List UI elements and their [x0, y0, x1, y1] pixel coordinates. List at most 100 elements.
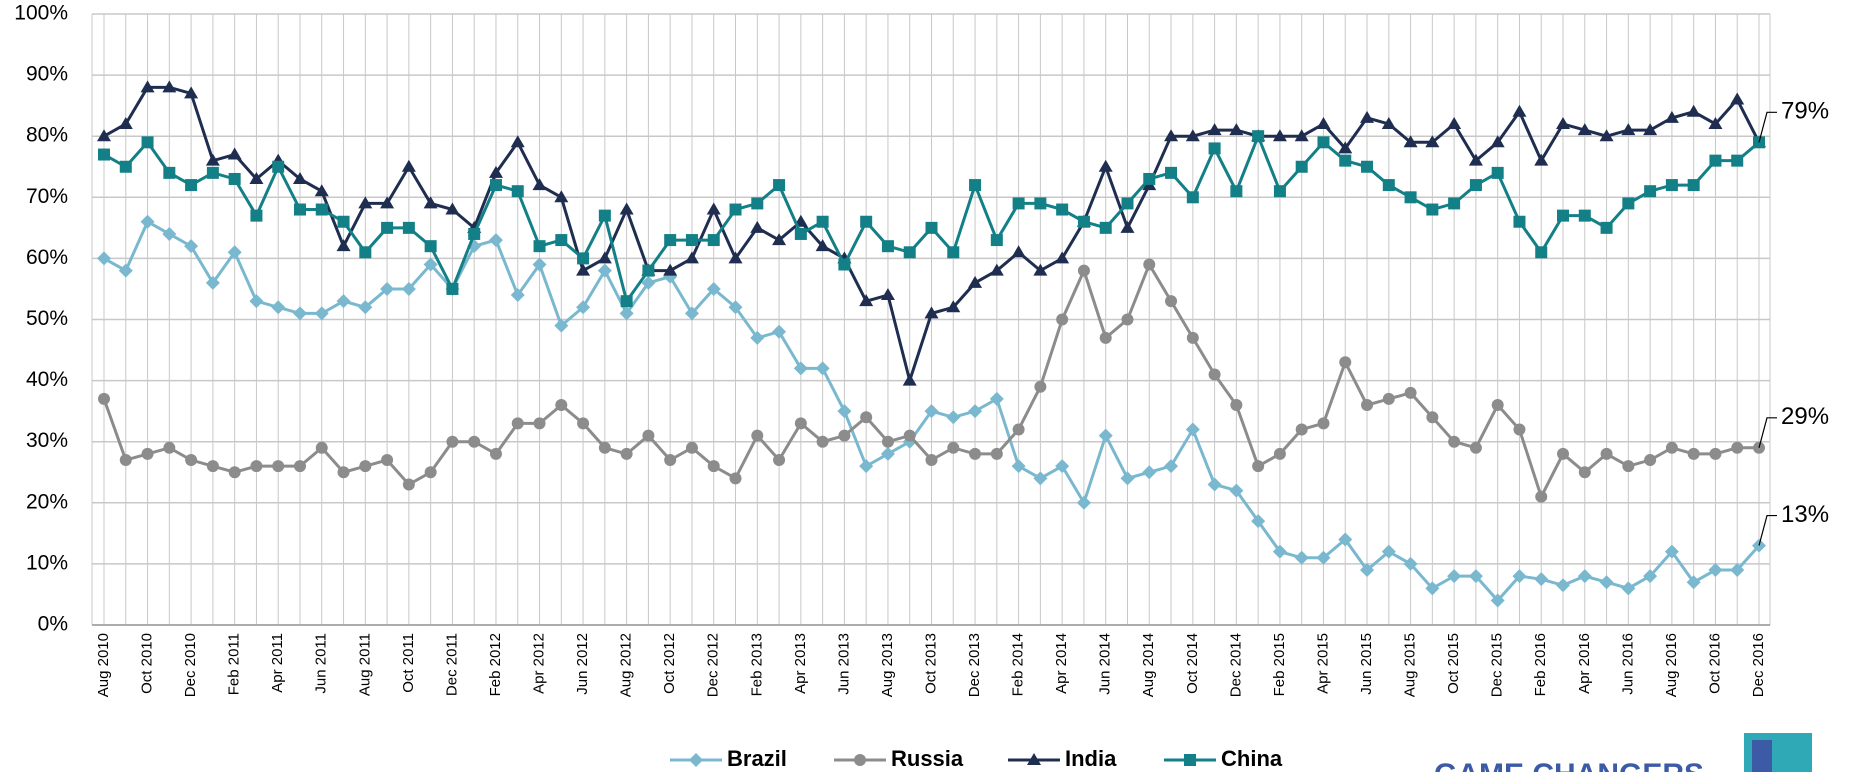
data-point — [1469, 179, 1482, 192]
data-point — [185, 454, 198, 467]
data-point — [1317, 417, 1330, 430]
data-point — [751, 429, 764, 442]
data-point — [1121, 313, 1134, 326]
data-point — [489, 179, 502, 192]
data-point — [990, 234, 1003, 247]
data-point — [1208, 368, 1221, 381]
data-point — [1033, 263, 1048, 276]
data-point — [1361, 160, 1374, 173]
data-point — [402, 221, 415, 234]
data-point — [446, 282, 459, 295]
data-point — [1469, 441, 1482, 454]
data-point — [1381, 544, 1396, 559]
data-point — [424, 466, 437, 479]
data-point — [664, 454, 677, 467]
data-point — [685, 441, 698, 454]
data-point — [359, 246, 372, 259]
data-point — [141, 447, 154, 460]
data-point — [380, 196, 395, 209]
data-point — [1708, 116, 1723, 129]
data-point — [773, 454, 786, 467]
x-tick-label: Dec 2016 — [1750, 633, 1767, 697]
data-point — [162, 226, 177, 241]
data-point — [1426, 203, 1439, 216]
data-point — [532, 257, 547, 272]
data-point — [423, 257, 438, 272]
data-point — [1490, 135, 1505, 148]
data-point — [97, 251, 111, 266]
data-point — [555, 234, 568, 247]
label-leader — [1758, 111, 1777, 143]
data-point — [1730, 92, 1745, 105]
data-point — [380, 281, 395, 296]
legend-marker — [854, 754, 866, 766]
data-point — [1382, 179, 1395, 192]
data-point — [336, 239, 351, 252]
data-point — [1403, 135, 1418, 148]
data-point — [511, 417, 524, 430]
data-point — [924, 306, 939, 319]
y-tick-label: 30% — [26, 429, 68, 452]
x-tick-label: Dec 2010 — [182, 633, 199, 697]
data-point — [1077, 264, 1090, 277]
data-point — [118, 116, 133, 129]
x-tick-label: Jun 2014 — [1097, 633, 1114, 695]
data-point — [315, 441, 328, 454]
data-point — [1534, 572, 1549, 587]
logo-text: GAME CHANGERS — [1434, 758, 1704, 772]
data-point — [1098, 159, 1113, 172]
data-point — [532, 178, 547, 191]
data-point — [1338, 532, 1353, 547]
data-point — [707, 234, 720, 247]
data-point — [663, 263, 678, 276]
data-point — [598, 441, 611, 454]
data-point — [1709, 154, 1722, 167]
x-tick-label: Oct 2015 — [1445, 633, 1462, 694]
data-point — [1012, 423, 1025, 436]
data-point — [969, 447, 982, 460]
data-point — [1643, 569, 1658, 584]
data-point — [1512, 104, 1527, 117]
data-point — [685, 234, 698, 247]
data-point — [794, 227, 807, 240]
data-point — [358, 300, 373, 315]
data-point — [555, 399, 568, 412]
data-point — [642, 429, 655, 442]
data-point — [577, 252, 590, 265]
y-tick-label: 20% — [26, 490, 68, 513]
data-point — [1273, 185, 1286, 198]
x-tick-label: Jun 2012 — [574, 633, 591, 695]
legend-marker — [689, 753, 703, 767]
data-point — [642, 264, 655, 277]
data-point — [860, 215, 873, 228]
data-point — [249, 294, 264, 309]
data-point — [401, 159, 416, 172]
plot: 0% 10% 20% 30% 40% 50% 60% 70% 80% 90% 100% Aug 201… — [14, 2, 1829, 771]
data-point — [293, 460, 306, 473]
x-tick-label: Feb 2015 — [1271, 633, 1288, 696]
data-point — [1403, 556, 1418, 571]
data-point — [1186, 331, 1199, 344]
data-point — [684, 306, 699, 321]
data-point — [1731, 441, 1744, 454]
data-point — [903, 246, 916, 259]
data-point — [468, 227, 481, 240]
data-point — [1686, 575, 1701, 590]
y-tick-label: 90% — [26, 63, 68, 86]
data-point — [576, 300, 591, 315]
data-point — [1011, 459, 1026, 474]
data-point — [750, 330, 765, 345]
data-point — [1317, 136, 1330, 149]
data-point — [1644, 185, 1657, 198]
data-point — [1730, 563, 1745, 578]
data-point — [468, 435, 481, 448]
data-point — [446, 435, 459, 448]
data-point — [1339, 356, 1352, 369]
data-point — [314, 306, 329, 321]
data-point — [1098, 428, 1113, 443]
data-point — [925, 221, 938, 234]
data-point — [1622, 197, 1635, 210]
data-point — [1731, 154, 1744, 167]
data-point — [401, 281, 416, 296]
